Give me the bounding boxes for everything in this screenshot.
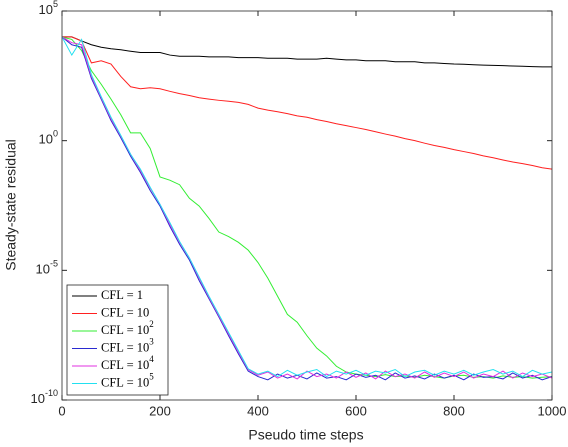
legend-box xyxy=(66,284,169,396)
legend-label: CFL = 105 xyxy=(101,372,154,390)
y-tick-label: 10-10 xyxy=(31,388,58,406)
legend-label: CFL = 1 xyxy=(101,288,143,302)
legend-label: CFL = 104 xyxy=(101,354,154,372)
x-tick-label: 1000 xyxy=(538,403,567,418)
legend-label: CFL = 10 xyxy=(101,305,149,319)
legend-label: CFL = 103 xyxy=(101,337,154,355)
series-line xyxy=(62,36,552,68)
series-line xyxy=(62,36,552,378)
series-line xyxy=(62,36,552,170)
x-tick-label: 400 xyxy=(247,403,269,418)
x-tick-label: 200 xyxy=(149,403,171,418)
axes-box xyxy=(61,10,553,401)
y-axis-label: Steady-state residual xyxy=(3,139,19,271)
x-tick-label: 0 xyxy=(58,403,65,418)
x-axis-label: Pseudo time steps xyxy=(248,427,363,443)
x-tick-label: 600 xyxy=(345,403,367,418)
x-tick-label: 800 xyxy=(443,403,465,418)
y-tick-label: 100 xyxy=(39,129,58,147)
y-tick-label: 105 xyxy=(39,0,58,17)
series-line xyxy=(62,36,552,380)
y-tick-label: 10-5 xyxy=(36,259,58,277)
legend-label: CFL = 102 xyxy=(101,319,154,337)
